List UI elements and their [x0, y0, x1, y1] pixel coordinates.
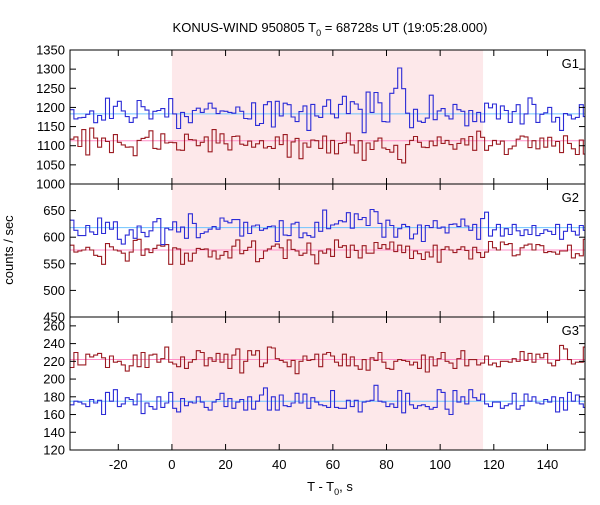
y-tick-label: 500: [43, 283, 65, 298]
x-tick-label: 100: [429, 457, 451, 472]
x-tick-label: 120: [483, 457, 505, 472]
panel-g3-red-series: [70, 344, 585, 375]
y-tick-label: 450: [43, 310, 65, 325]
panel-g1-data: [70, 67, 585, 164]
y-tick-label: 200: [43, 372, 65, 387]
y-tick-label: 160: [43, 407, 65, 422]
x-tick-label: 20: [218, 457, 232, 472]
panel-g2-data: [70, 208, 585, 265]
y-tick-label: 1200: [36, 100, 65, 115]
y-tick-label: 120: [43, 443, 65, 458]
y-tick-label: 1350: [36, 43, 65, 58]
chart-title: KONUS-WIND 950805 T0 = 68728s UT (19:05:…: [173, 20, 488, 38]
x-tick-label: -20: [109, 457, 128, 472]
panel-g1-blue-series: [70, 67, 585, 134]
panel-label: G3: [562, 323, 579, 338]
y-tick-label: 550: [43, 256, 65, 271]
y-tick-label: 1300: [36, 62, 65, 77]
x-tick-label: 140: [537, 457, 559, 472]
x-tick-label: 0: [168, 457, 175, 472]
panel-g3-frame: [69, 316, 586, 451]
panel-g2-red-series: [70, 238, 585, 265]
y-axis-title: counts / sec: [1, 215, 16, 285]
panel-label: G1: [562, 56, 579, 71]
panel-g1-red-series: [70, 127, 585, 164]
y-tick-label: 650: [43, 203, 65, 218]
y-tick-label: 140: [43, 425, 65, 440]
x-tick-label: 80: [379, 457, 393, 472]
panel-g2-blue-series: [70, 208, 585, 246]
y-tick-label: 1050: [36, 157, 65, 172]
panel-g3-data: [70, 344, 585, 416]
x-axis-title: T - T0, s: [307, 479, 353, 497]
y-tick-label: 220: [43, 354, 65, 369]
y-tick-label: 240: [43, 336, 65, 351]
x-tick-label: 40: [272, 457, 286, 472]
panel-label: G2: [562, 190, 579, 205]
panel-g3-blue-series: [70, 384, 585, 416]
y-tick-label: 1100: [37, 138, 65, 153]
y-tick-label: 1250: [36, 81, 65, 96]
y-tick-label: 1150: [37, 119, 65, 134]
x-tick-label: 60: [326, 457, 340, 472]
y-tick-label: 600: [43, 230, 65, 245]
y-tick-label: 180: [43, 389, 65, 404]
y-tick-label: 1000: [36, 177, 65, 192]
y-tick-label: 260: [43, 318, 65, 333]
